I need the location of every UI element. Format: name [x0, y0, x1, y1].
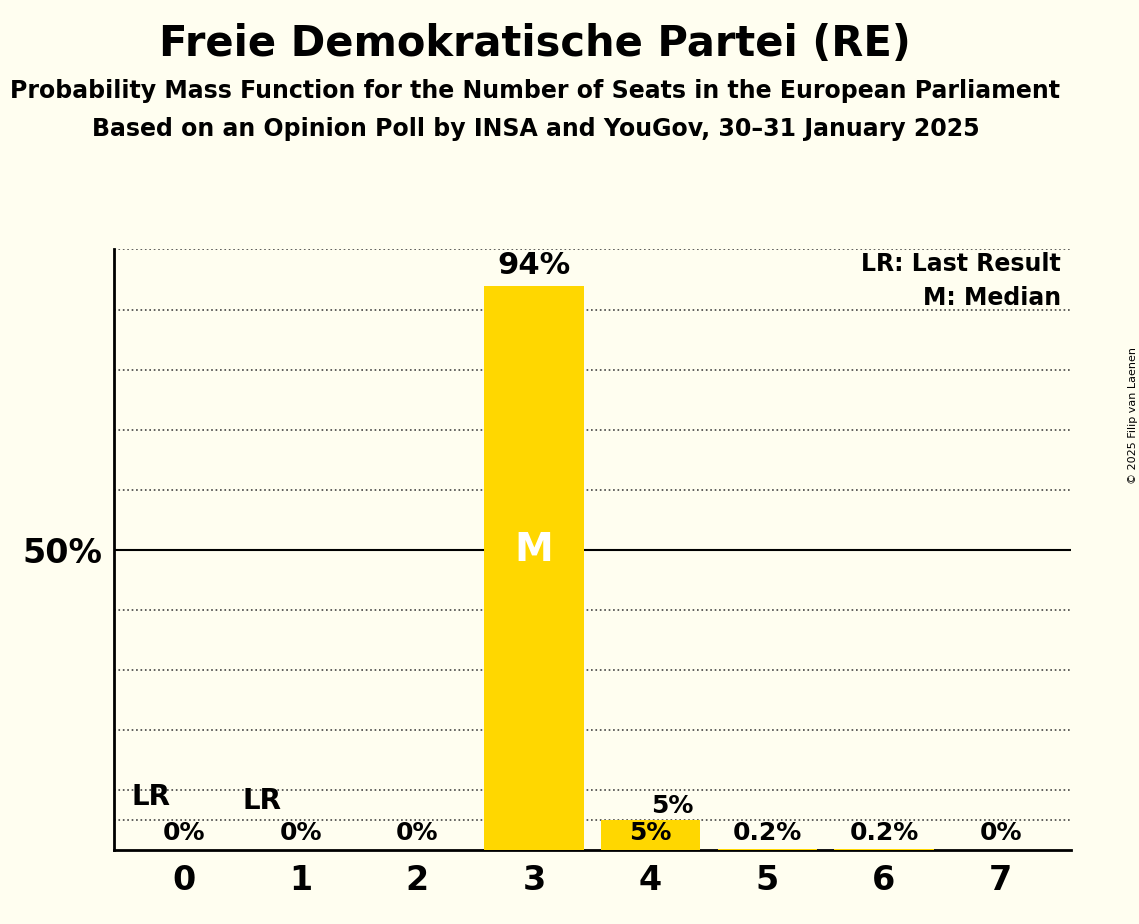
Bar: [835, 849, 934, 850]
Bar: [484, 286, 583, 850]
Bar: [718, 849, 817, 850]
Text: 0%: 0%: [279, 821, 322, 845]
Text: 0.2%: 0.2%: [732, 821, 802, 845]
Text: M: M: [515, 530, 554, 569]
Text: 0%: 0%: [163, 821, 205, 845]
Text: M: Median: M: Median: [923, 286, 1062, 310]
Text: LR: Last Result: LR: Last Result: [861, 252, 1062, 276]
Text: Based on an Opinion Poll by INSA and YouGov, 30–31 January 2025: Based on an Opinion Poll by INSA and You…: [91, 117, 980, 141]
Text: 5%: 5%: [650, 795, 693, 819]
Text: Probability Mass Function for the Number of Seats in the European Parliament: Probability Mass Function for the Number…: [10, 79, 1060, 103]
Text: 0.2%: 0.2%: [850, 821, 918, 845]
Text: © 2025 Filip van Laenen: © 2025 Filip van Laenen: [1129, 347, 1138, 484]
Text: LR: LR: [243, 787, 281, 815]
Text: 0%: 0%: [980, 821, 1022, 845]
Text: LR: LR: [131, 783, 171, 811]
Bar: [601, 821, 700, 850]
Text: 94%: 94%: [498, 250, 571, 279]
Text: 5%: 5%: [630, 821, 672, 845]
Text: 0%: 0%: [396, 821, 439, 845]
Text: Freie Demokratische Partei (RE): Freie Demokratische Partei (RE): [159, 23, 911, 65]
